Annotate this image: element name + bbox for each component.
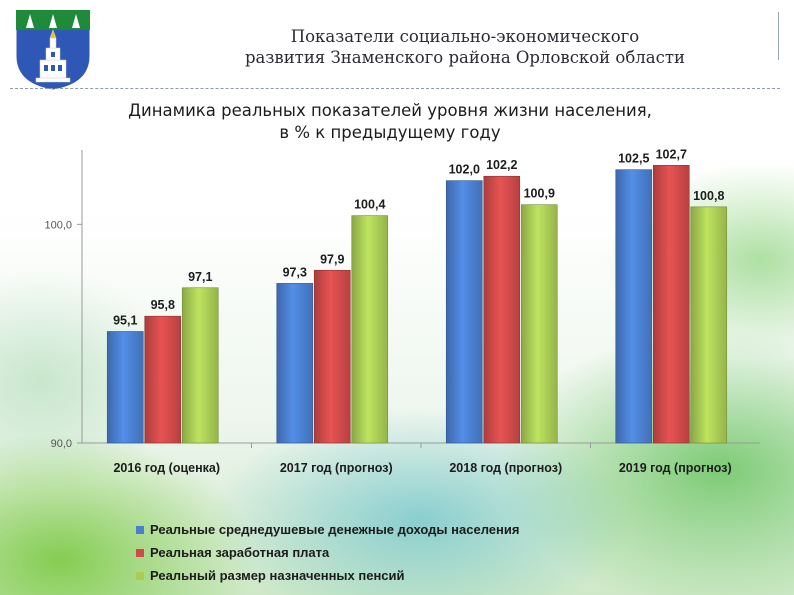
bar (652, 165, 690, 444)
data-label: 97,9 (320, 252, 344, 266)
data-label: 102,2 (486, 158, 517, 172)
header: Показатели социально-экономического разв… (0, 0, 794, 92)
chart-title-line-1: Динамика реальных показателей уровня жиз… (128, 101, 652, 120)
legend-label: Реальная заработная плата (150, 545, 330, 560)
data-label: 97,1 (188, 270, 212, 284)
y-tick-label: 90,0 (51, 438, 72, 450)
data-label: 100,8 (693, 189, 724, 203)
legend-swatch (136, 571, 144, 580)
legend-item: Реальная заработная плата (136, 541, 519, 564)
legend-item: Реальные среднедушевые денежные доходы н… (136, 518, 519, 541)
data-label: 95,8 (151, 298, 175, 312)
legend-label: Реальные среднедушевые денежные доходы н… (150, 522, 520, 537)
bar (483, 175, 521, 444)
bar (351, 215, 389, 444)
bar (181, 287, 219, 444)
document-title-line-1: Показатели социально-экономического (290, 27, 640, 46)
bar (690, 206, 728, 444)
data-label: 102,0 (449, 163, 480, 177)
legend-item: Реальный размер назначенных пенсий (136, 564, 519, 587)
y-tick-label: 100,0 (44, 219, 72, 231)
x-tick-label: 2017 год (прогноз) (280, 461, 393, 475)
bar (520, 204, 558, 444)
header-dashed-rule (10, 88, 780, 89)
data-label: 95,1 (113, 313, 137, 327)
bar (445, 180, 483, 444)
data-label: 97,3 (283, 265, 307, 279)
x-tick-label: 2019 год (прогноз) (619, 461, 732, 475)
bar (313, 269, 351, 444)
coat-of-arms-icon (15, 9, 91, 91)
header-divider (778, 12, 779, 60)
chart-title: Динамика реальных показателей уровня жиз… (20, 100, 760, 144)
chart-legend: Реальные среднедушевые денежные доходы н… (136, 518, 519, 587)
x-tick-label: 2018 год (прогноз) (449, 461, 562, 475)
data-label: 102,5 (618, 152, 649, 166)
data-label: 100,4 (354, 198, 385, 212)
document-title: Показатели социально-экономического разв… (150, 26, 780, 68)
bar (276, 283, 314, 444)
legend-swatch (136, 525, 144, 534)
legend-swatch (136, 548, 144, 557)
legend-label: Реальный размер назначенных пенсий (150, 568, 405, 583)
x-tick-label: 2016 год (оценка) (113, 461, 220, 475)
document-title-line-2: развития Знаменского района Орловской об… (245, 48, 685, 67)
bar (615, 169, 653, 444)
bar (144, 315, 182, 444)
bar (106, 331, 144, 444)
data-label: 100,9 (524, 187, 555, 201)
data-label: 102,7 (656, 147, 687, 161)
chart-title-line-2: в % к предыдущему году (279, 123, 501, 142)
